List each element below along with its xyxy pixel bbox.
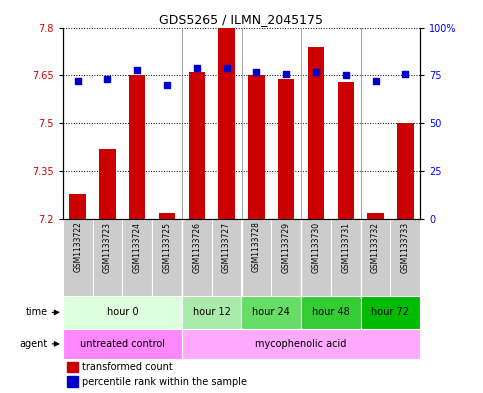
Bar [63, 329, 182, 359]
Text: GSM1133733: GSM1133733 [401, 222, 410, 273]
Text: agent: agent [20, 339, 48, 349]
Point [401, 70, 409, 77]
Text: GSM1133725: GSM1133725 [163, 222, 171, 273]
Bar [301, 296, 361, 329]
Point [223, 64, 230, 71]
Bar [242, 219, 271, 296]
Text: hour 0: hour 0 [107, 307, 138, 318]
Text: GSM1133729: GSM1133729 [282, 222, 291, 273]
Bar [70, 194, 86, 219]
Title: GDS5265 / ILMN_2045175: GDS5265 / ILMN_2045175 [159, 13, 324, 26]
Point [372, 78, 380, 84]
Bar [271, 219, 301, 296]
Bar [361, 219, 390, 296]
Bar [159, 213, 175, 219]
Point [282, 70, 290, 77]
Point [312, 68, 320, 75]
Bar [152, 219, 182, 296]
Bar [189, 72, 205, 219]
Bar [67, 362, 78, 373]
Bar [93, 219, 122, 296]
Bar [278, 79, 294, 219]
Text: percentile rank within the sample: percentile rank within the sample [82, 376, 247, 387]
Point [163, 82, 171, 88]
Text: hour 24: hour 24 [252, 307, 290, 318]
Bar [182, 219, 212, 296]
Bar [301, 219, 331, 296]
Bar [122, 219, 152, 296]
Text: GSM1133728: GSM1133728 [252, 222, 261, 272]
Bar [308, 47, 324, 219]
Text: transformed count: transformed count [82, 362, 173, 373]
Bar [63, 296, 182, 329]
Bar [218, 28, 235, 219]
Bar [248, 75, 265, 219]
Text: GSM1133723: GSM1133723 [103, 222, 112, 273]
Bar [368, 213, 384, 219]
Text: hour 12: hour 12 [193, 307, 231, 318]
Bar [99, 149, 115, 219]
Text: GSM1133731: GSM1133731 [341, 222, 350, 273]
Bar [390, 219, 420, 296]
Text: hour 48: hour 48 [312, 307, 350, 318]
Text: GSM1133727: GSM1133727 [222, 222, 231, 273]
Point [104, 76, 112, 83]
Bar [67, 376, 78, 387]
Bar [129, 75, 145, 219]
Text: GSM1133732: GSM1133732 [371, 222, 380, 273]
Bar [182, 329, 420, 359]
Bar [182, 296, 242, 329]
Bar [338, 82, 354, 219]
Text: hour 72: hour 72 [371, 307, 410, 318]
Text: GSM1133722: GSM1133722 [73, 222, 82, 272]
Point [342, 72, 350, 79]
Text: time: time [26, 307, 48, 318]
Text: mycophenolic acid: mycophenolic acid [256, 339, 347, 349]
Bar [331, 219, 361, 296]
Bar [397, 123, 413, 219]
Point [193, 64, 201, 71]
Bar [361, 296, 420, 329]
Point [133, 66, 141, 73]
Text: untreated control: untreated control [80, 339, 165, 349]
Text: GSM1133730: GSM1133730 [312, 222, 320, 273]
Point [253, 68, 260, 75]
Bar [242, 296, 301, 329]
Bar [63, 219, 93, 296]
Text: GSM1133724: GSM1133724 [133, 222, 142, 273]
Bar [212, 219, 242, 296]
Text: GSM1133726: GSM1133726 [192, 222, 201, 273]
Point [74, 78, 82, 84]
